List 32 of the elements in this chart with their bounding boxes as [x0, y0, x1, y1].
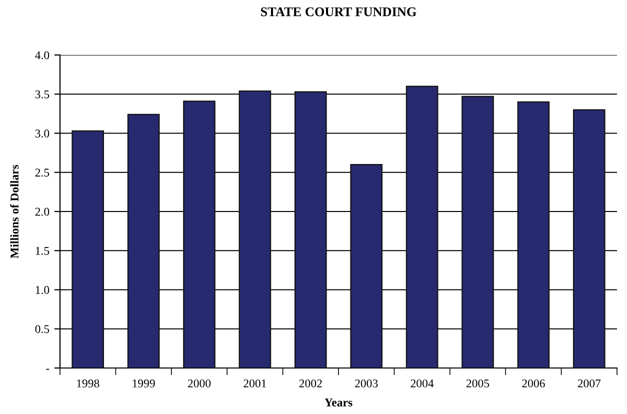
- y-tick-label: 1.5: [36, 246, 50, 255]
- bar: [238, 90, 272, 368]
- y-tick-label: 3.0: [35, 129, 50, 138]
- x-tick-label: 2006: [522, 379, 545, 388]
- y-tick-label: 1.0: [36, 286, 50, 294]
- x-axis-title: Years: [324, 398, 352, 406]
- x-tick-label: 2005: [466, 379, 490, 388]
- bar: [72, 130, 104, 368]
- x-tick-label: 1998: [77, 379, 100, 388]
- x-tick-label: 2003: [355, 379, 378, 388]
- bar: [127, 114, 160, 368]
- bar: [573, 109, 606, 368]
- x-tick-label: 2001: [244, 379, 266, 388]
- chart-title: STATE COURT FUNDING: [260, 7, 416, 16]
- x-tick-label: 2000: [188, 379, 211, 388]
- y-tick-label: 4.0: [35, 51, 50, 60]
- bar: [350, 164, 382, 368]
- x-tick-label: 2004: [410, 379, 434, 388]
- y-axis-title: Millions of Dollars: [10, 164, 19, 258]
- bar: [183, 100, 216, 368]
- x-tick-label: 1999: [132, 379, 155, 388]
- y-tick-label: 2.0: [35, 208, 50, 216]
- bar: [294, 91, 327, 368]
- y-tick-label: 2.5: [35, 168, 50, 177]
- y-tick-label: 3.5: [35, 90, 50, 98]
- bar: [462, 96, 494, 368]
- x-tick-label: 2002: [299, 379, 322, 388]
- bar: [517, 101, 550, 368]
- y-tick-label: -: [46, 368, 50, 370]
- bar: [406, 86, 438, 368]
- x-tick-label: 2007: [578, 379, 601, 388]
- y-tick-label: 0.5: [35, 325, 50, 334]
